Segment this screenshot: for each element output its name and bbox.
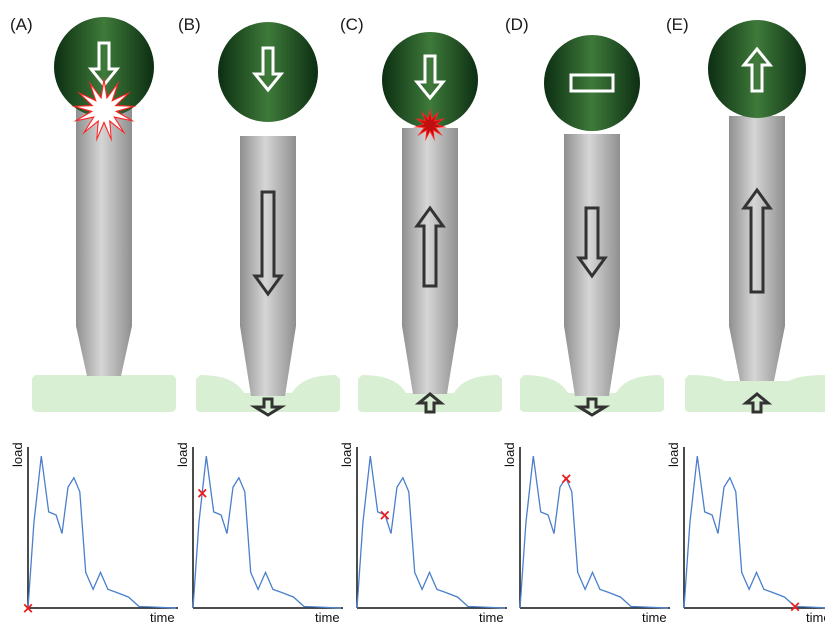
indenter-tip [402,326,458,394]
down-arrow-icon [413,54,447,101]
indenter-rod [564,134,620,326]
panel-c: (C) load time × [339,15,507,625]
y-axis-label: load [175,442,190,467]
tip-up-arrow-icon [414,392,446,414]
down-arrow-icon [251,46,285,93]
down-arrow-icon [576,206,608,279]
load-time-chart: load time × [502,442,670,625]
failure-marker: × [378,506,391,524]
indenter-rod [240,136,296,326]
y-axis-label: load [666,442,681,467]
tip-up-arrow-icon [741,392,773,414]
indenter-rod [402,128,458,326]
failure-marker: × [560,470,573,488]
substrate [32,375,176,412]
y-axis-label: load [10,442,25,467]
substrate [685,375,825,412]
failure-marker: × [789,597,802,615]
up-arrow-icon [741,187,773,294]
up-arrow-icon [414,205,446,288]
panel-a: (A) load time × [10,15,178,625]
tip-down-arrow-icon [249,397,287,417]
x-axis-label: time [315,610,340,623]
load-time-chart: load time × [10,442,178,625]
y-axis-label: load [502,442,517,467]
indenter-rod [729,116,785,326]
x-axis-label: time [150,610,175,623]
sphere [218,22,318,122]
x-axis-label: time [642,610,667,623]
load-time-chart: load time × [175,442,343,625]
sphere [544,35,640,131]
impact-burst-inner [77,83,131,137]
indenter-tip [729,326,785,381]
indenter-rod [76,104,132,326]
x-axis-label: time [806,610,825,623]
sphere [708,20,806,118]
indenter-tip [564,326,620,396]
panel-label: (C) [340,15,364,34]
load-time-chart: load time × [666,442,825,625]
down-arrow-icon [87,41,121,88]
failure-marker: × [22,599,35,617]
panel-d: (D) load time × [502,15,670,625]
impact-burst-inner [418,113,442,137]
load-curve [519,456,669,609]
panel-label: (E) [666,15,689,34]
panel-b: (B) load time × [175,15,343,625]
load-time-chart: load time × [339,442,507,625]
y-axis-label: load [339,442,354,467]
load-curve [356,456,506,609]
panel-label: (B) [178,15,201,34]
up-arrow-icon [740,46,774,93]
x-axis-label: time [479,610,504,623]
down-arrow-icon [252,190,284,297]
indenter-tip [76,326,132,376]
tip-down-arrow-icon [573,397,611,417]
panel-label: (A) [10,15,33,34]
sphere [382,32,478,128]
load-curve [27,456,177,609]
rest-rectangle-icon [569,73,615,93]
indenter-tip [240,326,296,396]
load-curve [683,456,825,609]
sphere [54,17,154,117]
panel-e: (E) load time × [666,15,825,625]
failure-marker: × [196,484,209,502]
load-curve [192,456,342,609]
panel-label: (D) [505,15,529,34]
